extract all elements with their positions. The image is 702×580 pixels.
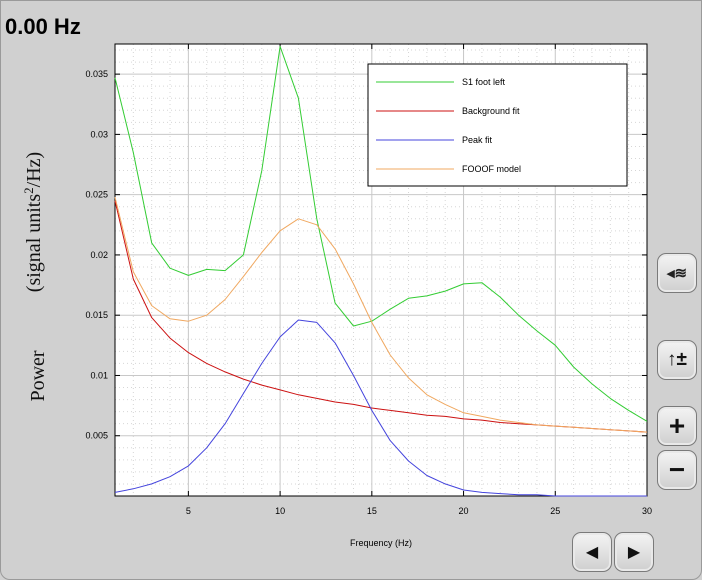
previous-button[interactable]: ◀ <box>572 532 612 572</box>
x-tick-label: 20 <box>459 506 469 516</box>
series-line-3 <box>114 319 647 497</box>
scale-toggle-button[interactable]: ↑± <box>657 340 697 380</box>
next-button[interactable]: ▶ <box>614 532 654 572</box>
right-arrow-icon: ▶ <box>627 544 641 561</box>
zoom-out-button[interactable]: − <box>657 450 697 490</box>
y-tick-label: 0.025 <box>85 190 108 200</box>
x-axis-label: Frequency (Hz) <box>350 538 412 548</box>
left-arrow-icon: ◀ <box>585 544 599 561</box>
y-tick-label: 0.035 <box>85 69 108 79</box>
y-axis-label-power: Power <box>27 350 49 401</box>
y-axis-label-units: (signal units2/Hz) <box>21 152 46 292</box>
series-line-4 <box>114 196 648 433</box>
scale-icon: ↑± <box>667 349 687 370</box>
legend-label: Peak fit <box>462 135 493 145</box>
plus-icon: + <box>668 410 686 441</box>
legend-label: Background fit <box>462 106 520 116</box>
x-tick-label: 25 <box>550 506 560 516</box>
x-tick-label: 30 <box>642 506 652 516</box>
spectrum-view-button[interactable]: ◂≋ <box>657 253 697 293</box>
frequency-readout: 0.00 Hz <box>5 14 81 39</box>
y-tick-label: 0.015 <box>85 310 108 320</box>
x-tick-label: 10 <box>275 506 285 516</box>
axes-box <box>114 43 648 497</box>
x-tick-label: 5 <box>186 506 191 516</box>
legend-box <box>367 63 628 187</box>
y-tick-label: 0.005 <box>85 431 108 441</box>
legend-label: S1 foot left <box>462 77 506 87</box>
y-tick-label: 0.03 <box>90 129 108 139</box>
x-tick-label: 15 <box>367 506 377 516</box>
zoom-in-button[interactable]: + <box>657 406 697 446</box>
y-tick-label: 0.01 <box>90 370 108 380</box>
legend-label: FOOOF model <box>462 164 521 174</box>
series-line-1 <box>114 45 648 422</box>
wave-icon: ◂≋ <box>666 265 688 282</box>
y-tick-label: 0.02 <box>90 250 108 260</box>
minus-icon: − <box>668 454 686 485</box>
